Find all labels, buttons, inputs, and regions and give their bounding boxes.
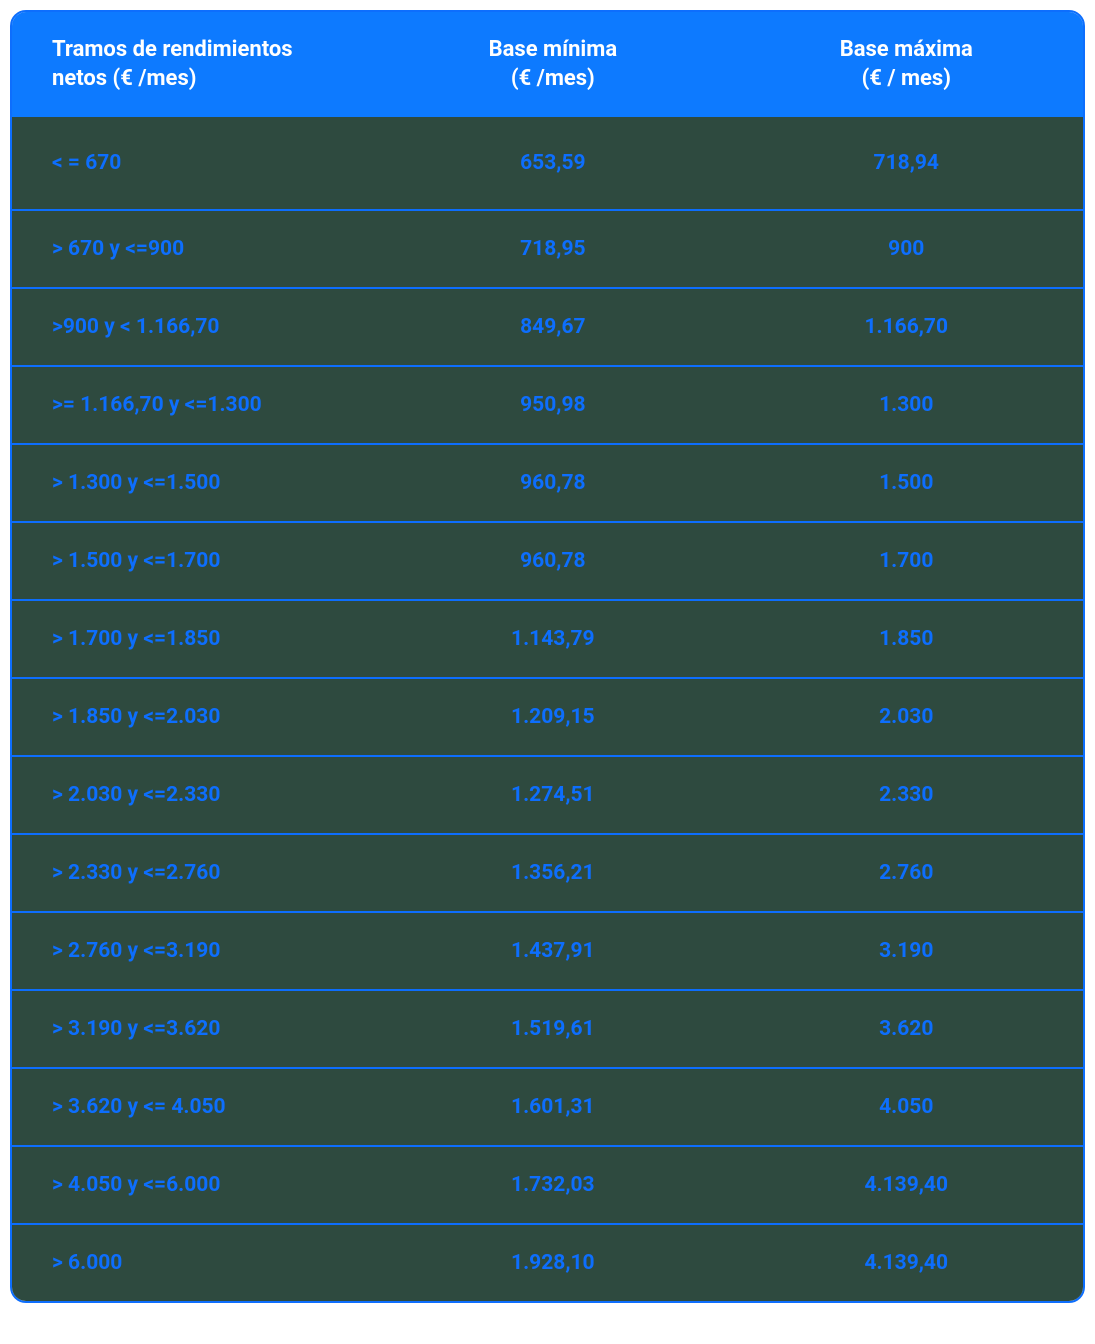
table-row: < = 670 653,59 718,94 (12, 117, 1083, 209)
cell-tramo: > 3.620 y <= 4.050 (12, 1095, 376, 1119)
cell-base-minima: 960,78 (376, 549, 729, 573)
header-label-line2: netos (€ /mes) (52, 66, 196, 91)
cell-tramo: > 2.330 y <=2.760 (12, 861, 376, 885)
cell-base-minima: 718,95 (376, 237, 729, 261)
table-row: > 1.850 y <=2.030 1.209,15 2.030 (12, 677, 1083, 755)
cell-base-maxima: 1.850 (730, 627, 1083, 651)
cell-tramo: > 2.030 y <=2.330 (12, 783, 376, 807)
cell-base-minima: 1.928,10 (376, 1251, 729, 1275)
table-row: > 670 y <=900 718,95 900 (12, 209, 1083, 287)
cell-base-maxima: 2.330 (730, 783, 1083, 807)
table-row: > 6.000 1.928,10 4.139,40 (12, 1223, 1083, 1301)
table-header: Tramos de rendimientos netos (€ /mes) Ba… (12, 12, 1083, 117)
cell-base-maxima: 4.050 (730, 1095, 1083, 1119)
cell-tramo: > 1.850 y <=2.030 (12, 705, 376, 729)
table-row: > 4.050 y <=6.000 1.732,03 4.139,40 (12, 1145, 1083, 1223)
cell-base-minima: 1.601,31 (376, 1095, 729, 1119)
cell-tramo: < = 670 (12, 151, 376, 175)
cell-base-maxima: 1.166,70 (730, 315, 1083, 339)
cell-tramo: > 4.050 y <=6.000 (12, 1173, 376, 1197)
cell-base-minima: 849,67 (376, 315, 729, 339)
header-column-base-maxima: Base máxima (€ / mes) (730, 36, 1083, 93)
table-row: > 2.030 y <=2.330 1.274,51 2.330 (12, 755, 1083, 833)
header-column-tramos: Tramos de rendimientos netos (€ /mes) (12, 36, 376, 93)
cell-tramo: >900 y < 1.166,70 (12, 315, 376, 339)
table-row: > 2.760 y <=3.190 1.437,91 3.190 (12, 911, 1083, 989)
cell-base-maxima: 3.190 (730, 939, 1083, 963)
cell-tramo: > 3.190 y <=3.620 (12, 1017, 376, 1041)
cell-base-maxima: 1.500 (730, 471, 1083, 495)
table-row: >900 y < 1.166,70 849,67 1.166,70 (12, 287, 1083, 365)
cell-base-minima: 1.356,21 (376, 861, 729, 885)
cell-tramo: > 1.700 y <=1.850 (12, 627, 376, 651)
cell-base-minima: 1.519,61 (376, 1017, 729, 1041)
cell-base-maxima: 1.700 (730, 549, 1083, 573)
header-label-line1: Base mínima (489, 37, 618, 62)
table-row: > 1.500 y <=1.700 960,78 1.700 (12, 521, 1083, 599)
cell-base-maxima: 4.139,40 (730, 1251, 1083, 1275)
cell-base-minima: 1.143,79 (376, 627, 729, 651)
cell-base-minima: 1.209,15 (376, 705, 729, 729)
cell-base-minima: 950,98 (376, 393, 729, 417)
cell-tramo: > 2.760 y <=3.190 (12, 939, 376, 963)
cell-base-maxima: 900 (730, 237, 1083, 261)
cell-base-minima: 653,59 (376, 151, 729, 175)
table-row: > 1.300 y <=1.500 960,78 1.500 (12, 443, 1083, 521)
table-row: > 3.620 y <= 4.050 1.601,31 4.050 (12, 1067, 1083, 1145)
cell-base-maxima: 3.620 (730, 1017, 1083, 1041)
cell-base-minima: 1.437,91 (376, 939, 729, 963)
cell-base-maxima: 2.030 (730, 705, 1083, 729)
cell-tramo: > 1.300 y <=1.500 (12, 471, 376, 495)
cell-base-maxima: 2.760 (730, 861, 1083, 885)
cell-tramo: > 6.000 (12, 1251, 376, 1275)
table-row: > 3.190 y <=3.620 1.519,61 3.620 (12, 989, 1083, 1067)
cell-base-minima: 1.732,03 (376, 1173, 729, 1197)
table-body: < = 670 653,59 718,94 > 670 y <=900 718,… (12, 117, 1083, 1301)
header-label-line2: (€ /mes) (511, 66, 595, 91)
header-label-line1: Base máxima (840, 37, 973, 62)
header-label-line2: (€ / mes) (862, 66, 951, 91)
cell-base-maxima: 718,94 (730, 151, 1083, 175)
cell-tramo: > 670 y <=900 (12, 237, 376, 261)
header-label-line1: Tramos de rendimientos (52, 37, 293, 62)
cell-base-minima: 1.274,51 (376, 783, 729, 807)
cell-base-maxima: 4.139,40 (730, 1173, 1083, 1197)
table-row: >= 1.166,70 y <=1.300 950,98 1.300 (12, 365, 1083, 443)
header-column-base-minima: Base mínima (€ /mes) (376, 36, 729, 93)
contribution-table: Tramos de rendimientos netos (€ /mes) Ba… (10, 10, 1085, 1303)
cell-tramo: > 1.500 y <=1.700 (12, 549, 376, 573)
cell-base-maxima: 1.300 (730, 393, 1083, 417)
cell-base-minima: 960,78 (376, 471, 729, 495)
cell-tramo: >= 1.166,70 y <=1.300 (12, 393, 376, 417)
table-row: > 1.700 y <=1.850 1.143,79 1.850 (12, 599, 1083, 677)
table-row: > 2.330 y <=2.760 1.356,21 2.760 (12, 833, 1083, 911)
